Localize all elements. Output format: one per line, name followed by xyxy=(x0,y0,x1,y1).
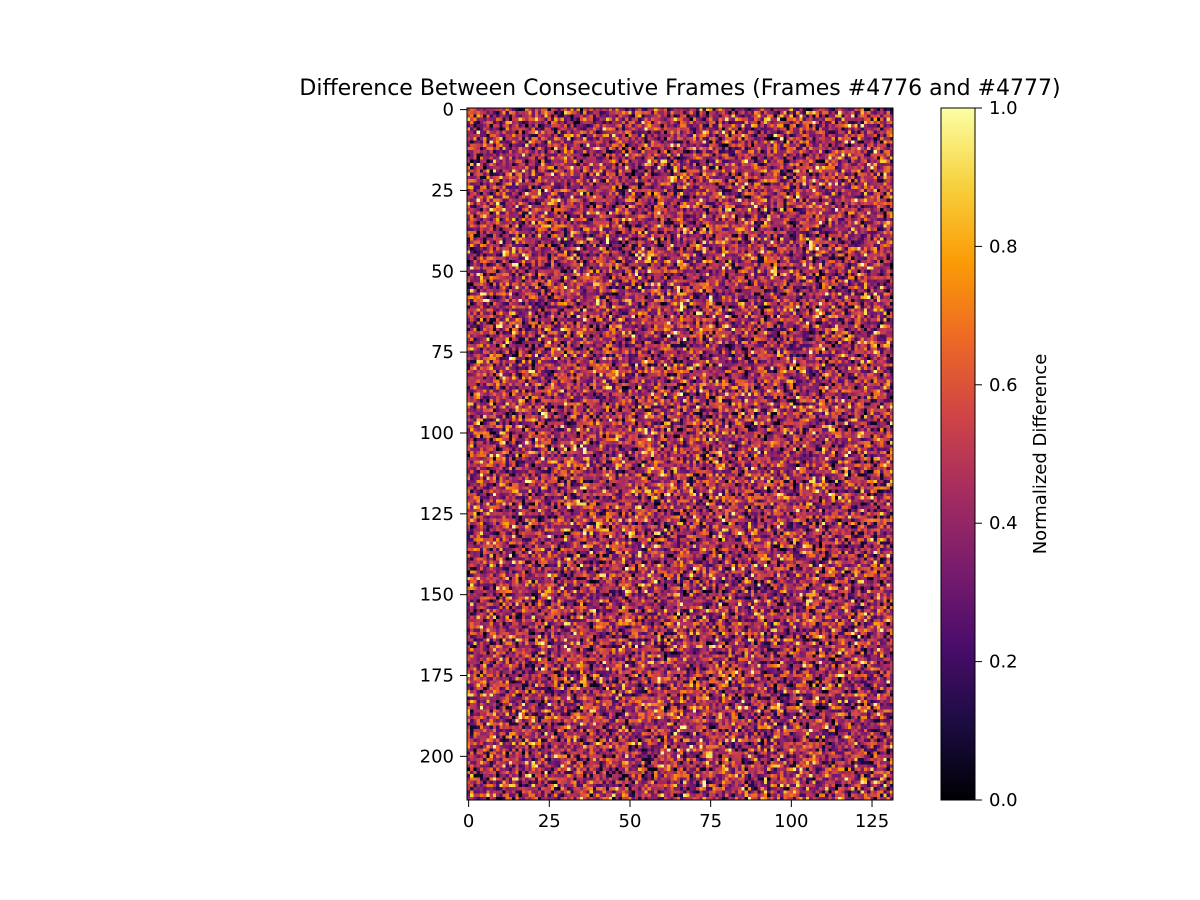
x-tick-label: 0 xyxy=(463,811,474,832)
colorbar-tick-label: 0.4 xyxy=(989,513,1018,534)
y-tick-label: 125 xyxy=(420,504,454,525)
x-tick-label: 75 xyxy=(699,811,722,832)
y-tick-label: 175 xyxy=(420,666,454,687)
y-tick-label: 25 xyxy=(431,180,454,201)
x-tick-label: 25 xyxy=(538,811,561,832)
heatmap-raster xyxy=(467,108,893,800)
y-tick-label: 150 xyxy=(420,585,454,606)
chart-title: Difference Between Consecutive Frames (F… xyxy=(299,76,1060,101)
x-tick-label: 100 xyxy=(774,811,808,832)
x-axis: 0 25 50 75 100 125 xyxy=(463,800,889,832)
colorbar-label: Normalized Difference xyxy=(1030,354,1051,555)
colorbar-tick-label: 0.8 xyxy=(989,236,1018,257)
colorbar xyxy=(940,107,976,801)
colorbar-tick-label: 0.0 xyxy=(989,790,1018,811)
y-axis: 0 25 50 75 100 125 150 175 200 xyxy=(420,100,467,767)
x-tick-label: 125 xyxy=(855,811,889,832)
x-tick-label: 50 xyxy=(619,811,642,832)
y-tick-label: 0 xyxy=(443,100,454,121)
y-tick-label: 50 xyxy=(431,261,454,282)
y-tick-label: 200 xyxy=(420,746,454,767)
colorbar-tick-label: 1.0 xyxy=(989,98,1018,119)
plot-frame xyxy=(466,107,894,801)
colorbar-tick-label: 0.6 xyxy=(989,375,1018,396)
y-tick-label: 100 xyxy=(420,423,454,444)
colorbar-tick-label: 0.2 xyxy=(989,652,1018,673)
colorbar-axis: 0.0 0.2 0.4 0.6 0.8 1.0 xyxy=(975,98,1018,811)
y-tick-label: 75 xyxy=(431,342,454,363)
